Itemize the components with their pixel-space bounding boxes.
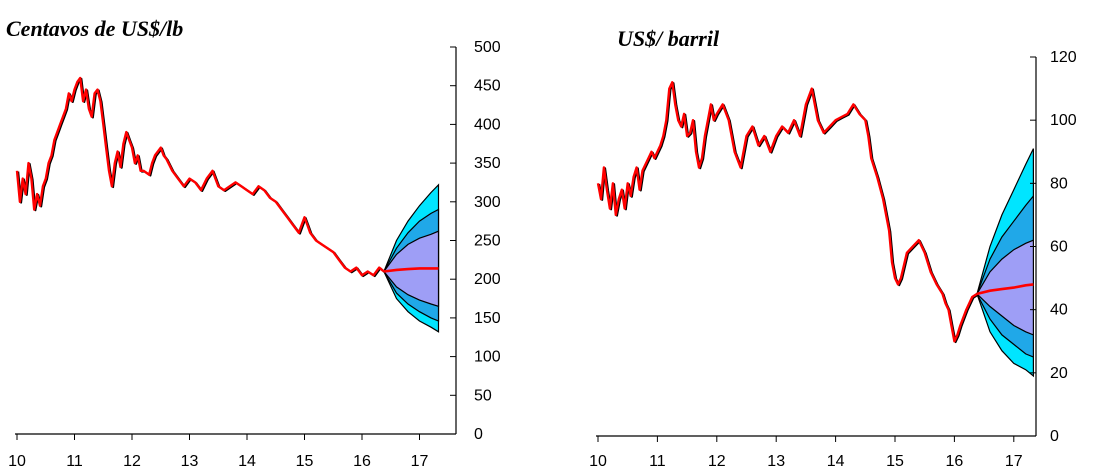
x-tick-label: 16 (946, 453, 964, 469)
y-tick-label: 60 (1050, 239, 1068, 256)
chart-right-title: US$/ barril (617, 26, 720, 51)
x-tick-label: 10 (8, 453, 26, 469)
y-tick-label: 200 (474, 271, 501, 288)
x-tick-label: 14 (827, 453, 845, 469)
y-tick-label: 50 (474, 387, 492, 404)
y-tick-label: 80 (1050, 175, 1068, 192)
y-tick-label: 120 (1050, 49, 1077, 66)
forecast-line (976, 283, 1034, 296)
x-tick-label: 13 (181, 453, 199, 469)
x-tick-label: 15 (296, 453, 314, 469)
history-line (15, 76, 385, 277)
x-tick-label: 17 (411, 453, 429, 469)
history-line (596, 81, 978, 343)
x-tick-label: 15 (886, 453, 904, 469)
history-line-shadow (598, 82, 979, 344)
x-tick-label: 16 (353, 453, 371, 469)
y-tick-label: 400 (474, 116, 501, 133)
y-tick-label: 20 (1050, 365, 1068, 382)
y-tick-label: 100 (474, 349, 501, 366)
x-tick-label: 17 (1005, 453, 1023, 469)
y-tick-label: 150 (474, 310, 501, 327)
y-tick-label: 250 (474, 233, 501, 250)
y-tick-label: 300 (474, 194, 501, 211)
y-tick-label: 0 (1050, 428, 1059, 445)
y-tick-label: 350 (474, 155, 501, 172)
x-tick-label: 11 (649, 453, 666, 469)
x-tick-label: 10 (589, 453, 607, 469)
x-tick-label: 14 (238, 453, 256, 469)
forecast-line (383, 267, 439, 273)
chart-left-title: Centavos de US$/lb (6, 16, 184, 41)
y-tick-label: 100 (1050, 112, 1077, 129)
x-tick-label: 12 (708, 453, 726, 469)
y-tick-label: 40 (1050, 302, 1068, 319)
y-tick-label: 450 (474, 78, 501, 95)
x-tick-label: 11 (66, 453, 83, 469)
y-tick-label: 500 (474, 39, 501, 56)
x-tick-label: 12 (123, 453, 141, 469)
y-tick-label: 0 (474, 426, 483, 443)
x-tick-label: 13 (767, 453, 785, 469)
